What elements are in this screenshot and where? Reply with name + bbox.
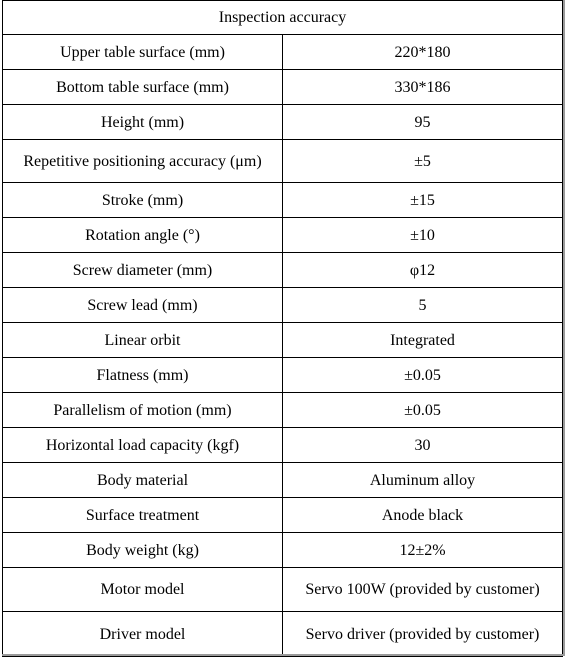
table-row: Stroke (mm) ±15 [2,182,563,218]
table-row: Repetitive positioning accuracy (μm) ±5 [2,139,563,183]
row-label: Driver model [2,611,283,657]
table-row: Screw diameter (mm) φ12 [2,252,563,288]
row-value: 5 [282,287,563,323]
table-row: Parallelism of motion (mm) ±0.05 [2,392,563,428]
row-value: 95 [282,104,563,140]
table-row: Flatness (mm) ±0.05 [2,357,563,393]
row-label: Linear orbit [2,322,283,358]
row-value: ±5 [282,139,563,183]
table-row: Bottom table surface (mm) 330*186 [2,69,563,105]
row-value: 330*186 [282,69,563,105]
table-bottom-shadow [2,654,565,656]
table-row: Body material Aluminum alloy [2,462,563,498]
row-label: Body material [2,462,283,498]
row-value: 30 [282,427,563,463]
row-label: Motor model [2,567,283,612]
table-title-row: Inspection accuracy [2,0,563,35]
table-row: Motor model Servo 100W (provided by cust… [2,567,563,612]
table-row: Driver model Servo driver (provided by c… [2,611,563,657]
table-title: Inspection accuracy [2,0,563,35]
row-value: ±15 [282,182,563,218]
table-row: Height (mm) 95 [2,104,563,140]
row-label: Stroke (mm) [2,182,283,218]
row-value: ±10 [282,217,563,253]
row-label: Parallelism of motion (mm) [2,392,283,428]
row-label: Screw diameter (mm) [2,252,283,288]
table-row: Surface treatment Anode black [2,497,563,533]
row-label: Horizontal load capacity (kgf) [2,427,283,463]
row-label: Height (mm) [2,104,283,140]
row-label: Screw lead (mm) [2,287,283,323]
row-value: Integrated [282,322,563,358]
row-value: φ12 [282,252,563,288]
row-value: ±0.05 [282,392,563,428]
row-value: Anode black [282,497,563,533]
row-value: 220*180 [282,34,563,70]
row-value: Servo driver (provided by customer) [282,611,563,657]
row-label: Repetitive positioning accuracy (μm) [2,139,283,183]
table-row: Rotation angle (°) ±10 [2,217,563,253]
row-label: Surface treatment [2,497,283,533]
table-row: Linear orbit Integrated [2,322,563,358]
table-row: Body weight (kg) 12±2% [2,532,563,568]
row-label: Flatness (mm) [2,357,283,393]
row-value: Aluminum alloy [282,462,563,498]
row-value: Servo 100W (provided by customer) [282,567,563,612]
row-value: 12±2% [282,532,563,568]
row-label: Body weight (kg) [2,532,283,568]
row-label: Upper table surface (mm) [2,34,283,70]
table-row: Upper table surface (mm) 220*180 [2,34,563,70]
row-label: Bottom table surface (mm) [2,69,283,105]
table-row: Horizontal load capacity (kgf) 30 [2,427,563,463]
table-row: Screw lead (mm) 5 [2,287,563,323]
row-value: ±0.05 [282,357,563,393]
table-right-shadow [563,0,565,654]
row-label: Rotation angle (°) [2,217,283,253]
